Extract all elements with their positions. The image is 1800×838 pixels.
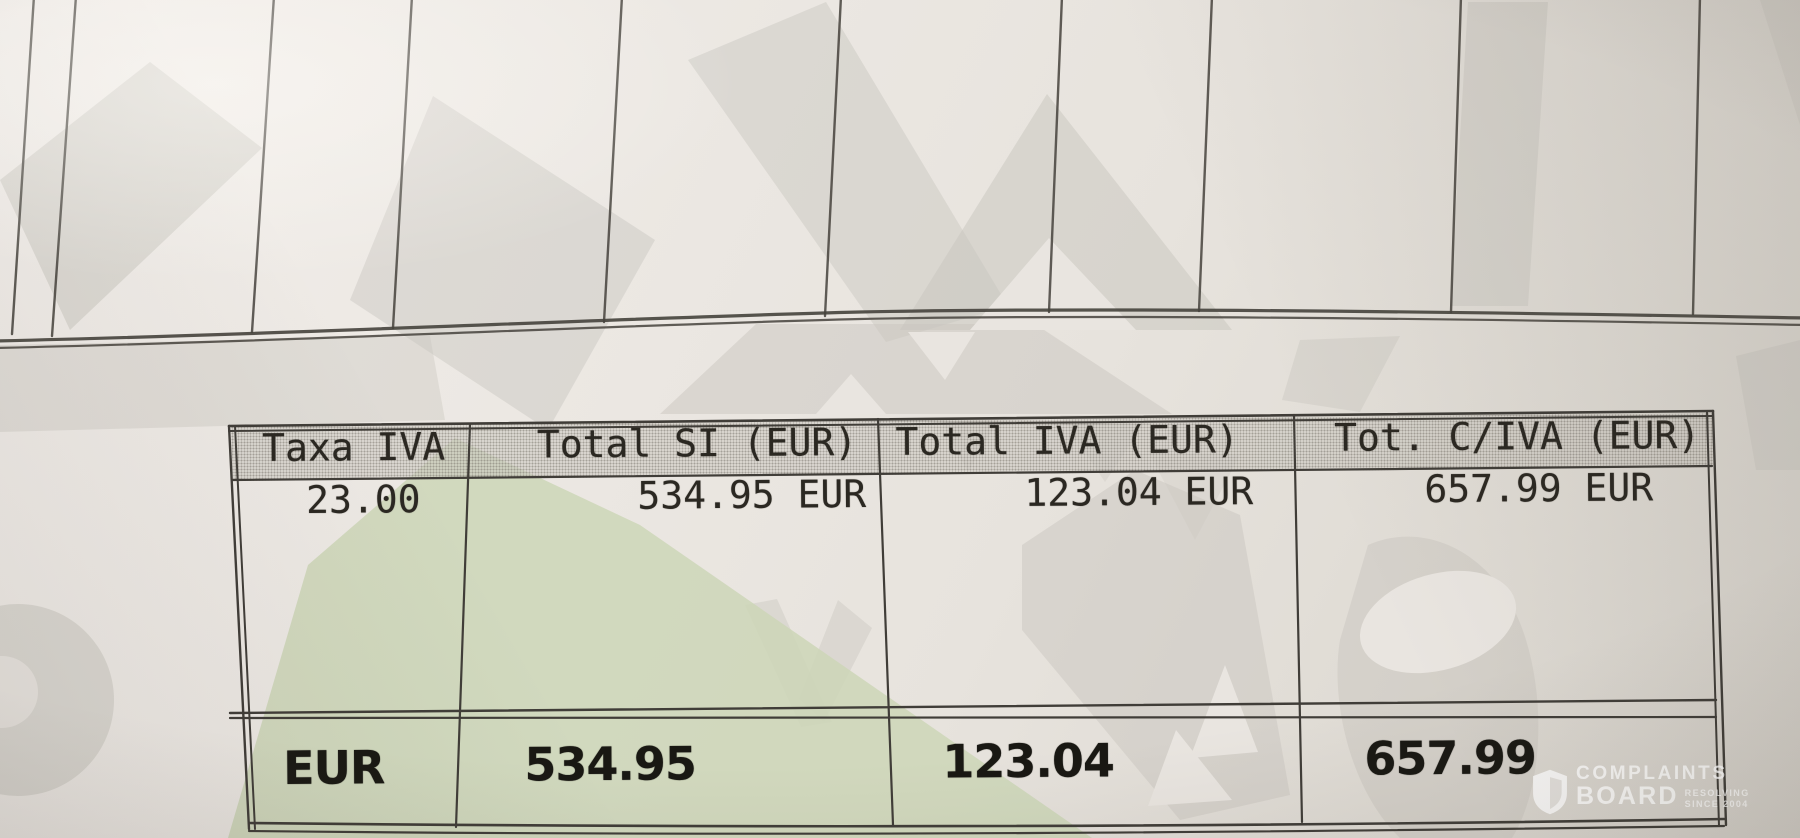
header-cell-tot-c-iva: Tot. C/IVA (EUR) bbox=[1333, 412, 1701, 460]
header-cell-taxa-iva: Taxa IVA bbox=[261, 424, 446, 470]
header-cell-total-si: Total SI (EUR) bbox=[536, 419, 858, 467]
value-cell-tot-c-iva: 657.99 EUR bbox=[1424, 465, 1654, 512]
logo-tagline-top: RESOLVING bbox=[1684, 788, 1750, 799]
logo-name-top: COMPLAINTS bbox=[1576, 763, 1728, 784]
value-cell-total-si: 534.95 EUR bbox=[637, 471, 867, 518]
totals-cell-currency: EUR bbox=[282, 740, 385, 795]
header-cell-total-iva: Total IVA (EUR) bbox=[895, 417, 1239, 464]
logo-tagline-bottom: SINCE 2004 bbox=[1684, 798, 1749, 809]
totals-cell-total-si: 534.95 bbox=[524, 736, 697, 792]
totals-cell-total-iva: 123.04 bbox=[942, 733, 1115, 789]
logo-name-bottom: BOARD bbox=[1576, 781, 1679, 810]
complaintsboard-watermark: COMPLAINTS BOARD RESOLVING SINCE 2004 bbox=[1532, 764, 1750, 816]
value-cell-taxa-iva: 23.00 bbox=[305, 477, 421, 522]
shield-icon bbox=[1533, 769, 1567, 815]
value-cell-total-iva: 123.04 EUR bbox=[1024, 469, 1254, 515]
